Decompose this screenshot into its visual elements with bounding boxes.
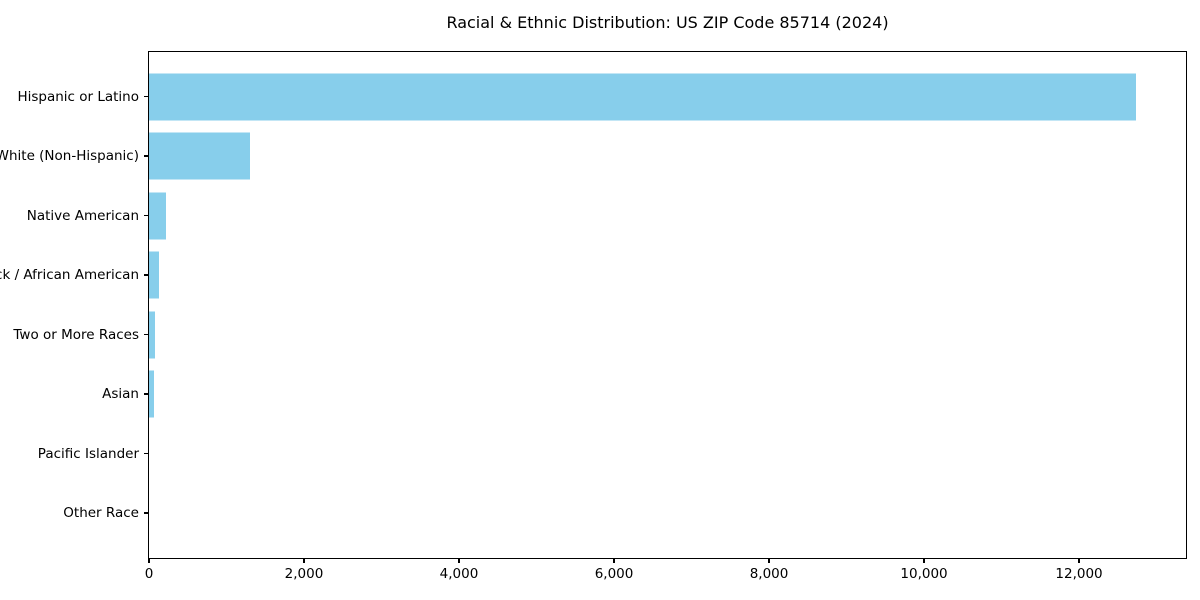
x-axis-tick-label: 10,000	[900, 566, 948, 582]
plot-area: Hispanic or Latino White (Non-Hispanic) Na…	[0, 51, 1187, 582]
x-axis-tick	[458, 558, 460, 563]
chart-title: Racial & Ethnic Distribution: US ZIP Cod…	[446, 13, 889, 32]
y-axis-tick	[144, 333, 149, 336]
y-axis-tick	[144, 512, 149, 514]
category-label: White (Non-Hispanic)	[0, 148, 139, 165]
y-axis-tick	[144, 214, 149, 217]
bar	[149, 370, 155, 418]
x-axis-tick	[1078, 558, 1080, 563]
bar-row: Pacific Islander	[38, 424, 1186, 484]
category-label: Other Race	[63, 505, 139, 522]
bar	[149, 132, 250, 180]
bar-row: Two or More Races	[13, 305, 1186, 365]
x-axis-tick	[923, 558, 925, 563]
x-axis-tick-label: 2,000	[284, 566, 324, 582]
category-label: Asian	[102, 386, 139, 403]
x-axis-tick-label: 6,000	[594, 566, 634, 582]
bar	[149, 251, 160, 299]
bar-row: White (Non-Hispanic)	[0, 127, 1186, 187]
category-label: Hispanic or Latino	[17, 88, 139, 105]
x-axis-tick-label: 12,000	[1055, 566, 1103, 582]
bar-rows-container: Hispanic or Latino White (Non-Hispanic) Na…	[0, 52, 1186, 558]
x-axis-tick	[613, 558, 615, 563]
bar-row: Black / African American	[0, 246, 1186, 306]
category-label: Native American	[26, 207, 139, 224]
bar-row: Hispanic or Latino	[17, 67, 1186, 127]
y-axis-tick	[144, 393, 149, 395]
x-axis-tick	[768, 558, 770, 563]
bar-row: Other Race	[63, 484, 1186, 544]
bar	[149, 73, 1136, 121]
x-axis-tick-label: 4,000	[439, 566, 479, 582]
bar	[149, 311, 156, 359]
y-axis-tick	[144, 95, 149, 98]
bar	[149, 192, 167, 240]
category-label: Black / African American	[0, 267, 139, 284]
y-axis-tick	[144, 452, 149, 455]
x-axis-tick-label: 0	[144, 566, 154, 582]
bar-row: Native American	[27, 186, 1186, 246]
y-axis-tick	[144, 274, 149, 276]
x-axis-tick-label: 8,000	[749, 566, 789, 582]
category-label: Pacific Islander	[37, 445, 139, 462]
category-label: Two or More Races	[13, 326, 139, 343]
x-axis-tick	[303, 558, 305, 563]
bar-row: Asian	[102, 365, 1186, 425]
y-axis-tick	[144, 155, 149, 157]
x-axis-tick	[148, 558, 150, 563]
